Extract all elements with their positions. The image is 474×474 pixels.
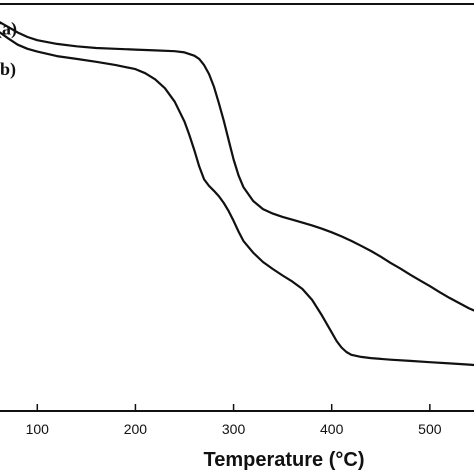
series-label-0: (a) — [0, 18, 17, 39]
x-axis-title: Temperature (°C) — [204, 449, 365, 471]
series-label-1: (b) — [0, 59, 16, 80]
plot-area: 100 200 300 400 500 (a) (b) — [0, 3, 474, 437]
x-tick-label-500: 500 — [418, 421, 442, 437]
series-line-0 — [0, 21, 474, 312]
x-tick-label-400: 400 — [320, 421, 344, 437]
x-tick-label-100: 100 — [26, 421, 50, 437]
series-line-1 — [0, 31, 474, 367]
x-tick-label-300: 300 — [222, 421, 246, 437]
x-tick-label-200: 200 — [124, 421, 148, 437]
